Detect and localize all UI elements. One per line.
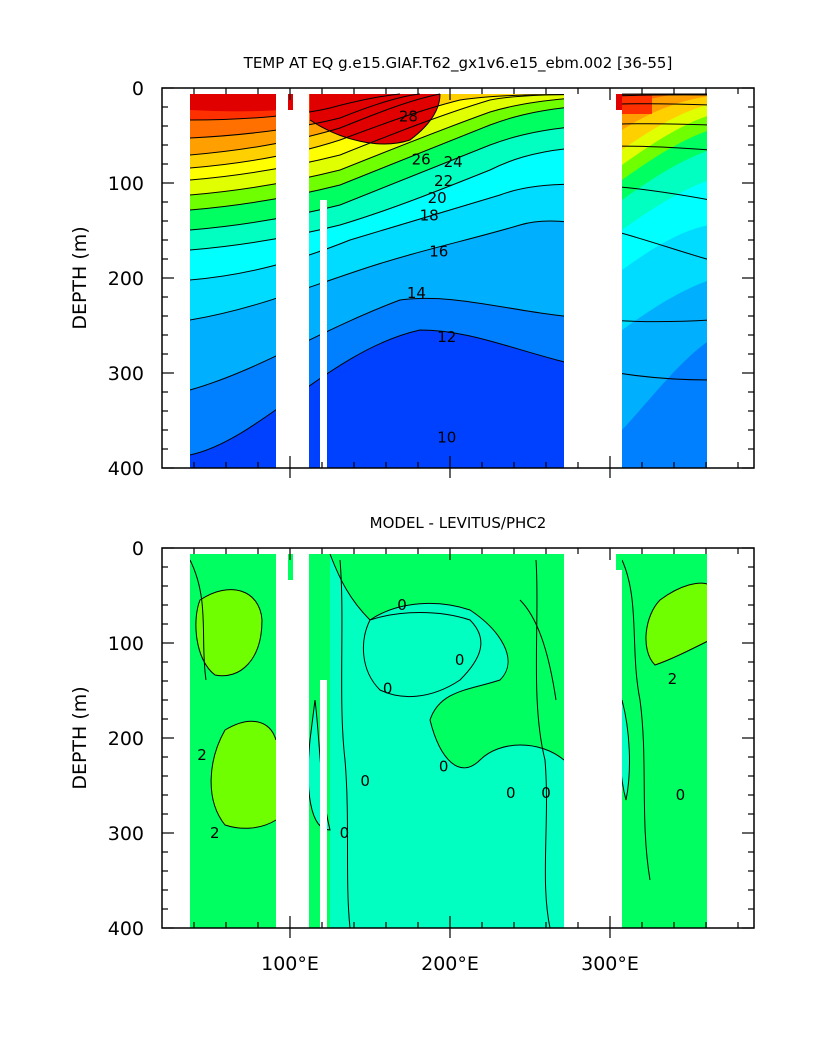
diff-x-tick-label: 300°E	[581, 953, 639, 975]
temperature-panel-title: TEMP AT EQ g.e15.GIAF.T62_gx1v6.e15_ebm.…	[243, 54, 673, 73]
diff-x-tick-label: 100°E	[261, 953, 319, 975]
diff-y-tick-label: 200	[108, 728, 144, 750]
temp-contour-label: 22	[434, 172, 453, 190]
temp-contour-label: 10	[437, 429, 456, 447]
diff-contour-label: 0	[676, 786, 686, 804]
temp-y-tick-label: 0	[132, 78, 144, 100]
temp-contour-label: 16	[429, 242, 448, 260]
diff-contour-label: 0	[439, 758, 449, 776]
diff-contour-label: 0	[397, 596, 407, 614]
temp-contour-label: 12	[437, 328, 456, 346]
diff-y-tick-label: 400	[108, 918, 144, 940]
diff-band-pos	[195, 589, 262, 676]
diff-contour-label: 2	[668, 670, 678, 688]
difference-y-axis-label: DEPTH (m)	[69, 686, 91, 789]
difference-panel: MODEL - LEVITUS/PHC2	[69, 514, 755, 975]
difference-contour-labels: 0 0 0 0 0 0 0 0 0 2 2 2	[197, 596, 685, 842]
difference-field	[162, 548, 754, 928]
temperature-land-mask	[162, 88, 754, 468]
difference-panel-title: MODEL - LEVITUS/PHC2	[370, 514, 547, 532]
temp-contour-label: 20	[428, 189, 447, 207]
diff-contour-label: 2	[197, 746, 207, 764]
temp-contour-label: 24	[444, 153, 463, 171]
diff-y-tick-label: 0	[132, 538, 144, 560]
diff-contour-label: 0	[383, 680, 393, 698]
diff-contour-label: 0	[506, 784, 516, 802]
temperature-field	[162, 88, 754, 468]
diff-contour-label: 0	[340, 824, 350, 842]
temp-contour-label: 18	[420, 206, 439, 224]
temperature-contour-labels: 28 26 24 22 20 18 16 14 12 10	[399, 108, 463, 447]
temp-y-tick-label: 100	[108, 173, 144, 195]
temperature-panel: TEMP AT EQ g.e15.GIAF.T62_gx1v6.e15_ebm.…	[69, 54, 755, 480]
temp-contour-label: 14	[407, 284, 426, 302]
temp-contour-label: 28	[399, 108, 418, 126]
temp-contour-label: 26	[412, 150, 431, 168]
temperature-y-axis-label: DEPTH (m)	[69, 226, 91, 329]
temp-y-tick-label: 200	[108, 268, 144, 290]
diff-contour-label: 0	[360, 772, 370, 790]
temperature-axes: 0 100 200 300 400	[108, 78, 754, 480]
diff-contour-label: 0	[455, 651, 465, 669]
diff-contour-label: 0	[541, 784, 551, 802]
warm-pool-core	[190, 94, 300, 112]
temp-y-tick-label: 300	[108, 363, 144, 385]
diff-y-tick-label: 100	[108, 633, 144, 655]
diff-y-tick-label: 300	[108, 823, 144, 845]
diff-x-tick-label: 200°E	[421, 953, 479, 975]
diff-contour-label: 2	[210, 824, 220, 842]
temp-y-tick-label: 400	[108, 458, 144, 480]
